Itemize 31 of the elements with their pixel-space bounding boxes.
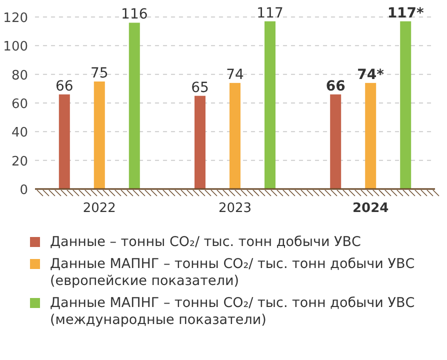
legend-label: Данные МАПНГ – тонны CO₂/ тыс. тонн добычи УВС (европейские показатели) bbox=[50, 256, 415, 289]
data-label: 116 bbox=[121, 6, 148, 23]
data-label: 66 bbox=[326, 78, 346, 94]
y-tick-label: 20 bbox=[11, 154, 28, 170]
data-label: 117* bbox=[387, 5, 425, 22]
bar bbox=[128, 22, 140, 189]
y-tick-label: 0 bbox=[20, 183, 28, 198]
data-label: 75 bbox=[90, 66, 108, 82]
data-label: 74 bbox=[226, 66, 244, 83]
bar bbox=[330, 94, 342, 189]
y-tick-label: 40 bbox=[11, 126, 28, 141]
bar bbox=[400, 21, 412, 189]
y-tick-label: 100 bbox=[3, 40, 28, 55]
data-label: 65 bbox=[191, 80, 209, 96]
data-label: 66 bbox=[55, 78, 74, 94]
legend-label: Данные – тонны CO₂/ тыс. тонн добычи УВС bbox=[50, 234, 361, 250]
y-tick-label: 120 bbox=[3, 11, 28, 26]
bar bbox=[230, 82, 240, 189]
x-tick-label: 2023 bbox=[218, 201, 252, 216]
bar bbox=[365, 82, 376, 189]
x-tick-label: 2024 bbox=[352, 201, 389, 216]
bar bbox=[94, 82, 105, 189]
bar bbox=[264, 21, 276, 189]
legend-label: Данные МАПНГ – тонны CO₂/ тыс. тонн добычи УВС (международные показатели) bbox=[50, 295, 415, 328]
x-tick-label: 2022 bbox=[82, 201, 116, 216]
y-tick-label: 60 bbox=[11, 97, 28, 112]
y-tick-label: 80 bbox=[11, 68, 28, 84]
data-label: 74* bbox=[357, 66, 385, 83]
data-label: 117 bbox=[256, 5, 284, 22]
bar bbox=[58, 94, 70, 189]
bar bbox=[194, 96, 206, 189]
